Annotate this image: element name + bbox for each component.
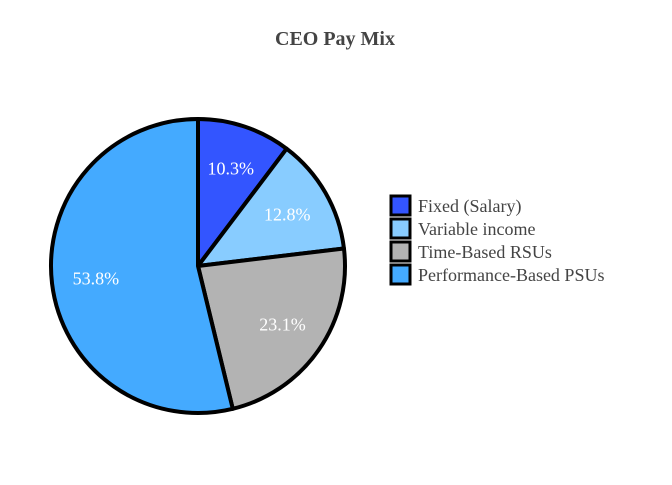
pie-slice-variable-income (196, 146, 346, 268)
pie-slices (49, 117, 347, 415)
slice-value-label-variable-income: 12.8% (264, 205, 311, 225)
chart-title: CEO Pay Mix (275, 28, 395, 50)
legend-swatch-performance-based-psus (389, 263, 412, 286)
pie-slice-fixed-salary (196, 117, 289, 268)
pie-slice-time-based-rsus (196, 246, 347, 411)
slice-value-label-time-based-rsus: 23.1% (259, 315, 306, 335)
slice-value-label-performance-based-psus: 53.8% (73, 268, 120, 288)
legend: Fixed (Salary)Variable income Time-Based … (389, 194, 604, 286)
pie-slice-labels: 10.3% 12.8% 23.1% 53.8% (73, 158, 311, 334)
legend-label-variable-income: Variable income (418, 219, 535, 239)
pie-slice-performance-based-psus (49, 117, 235, 415)
legend-label-time-based-rsus: Time-Based RSUs (418, 242, 552, 262)
legend-label-fixed-salary: Fixed (Salary) (418, 196, 521, 217)
legend-swatch-fixed-salary (389, 194, 412, 217)
legend-swatch-variable-income (389, 217, 412, 240)
slice-value-label-fixed-salary: 10.3% (207, 158, 254, 178)
legend-label-performance-based-psus: Performance-Based PSUs (418, 265, 604, 285)
legend-swatch-time-based-rsus (389, 240, 412, 263)
